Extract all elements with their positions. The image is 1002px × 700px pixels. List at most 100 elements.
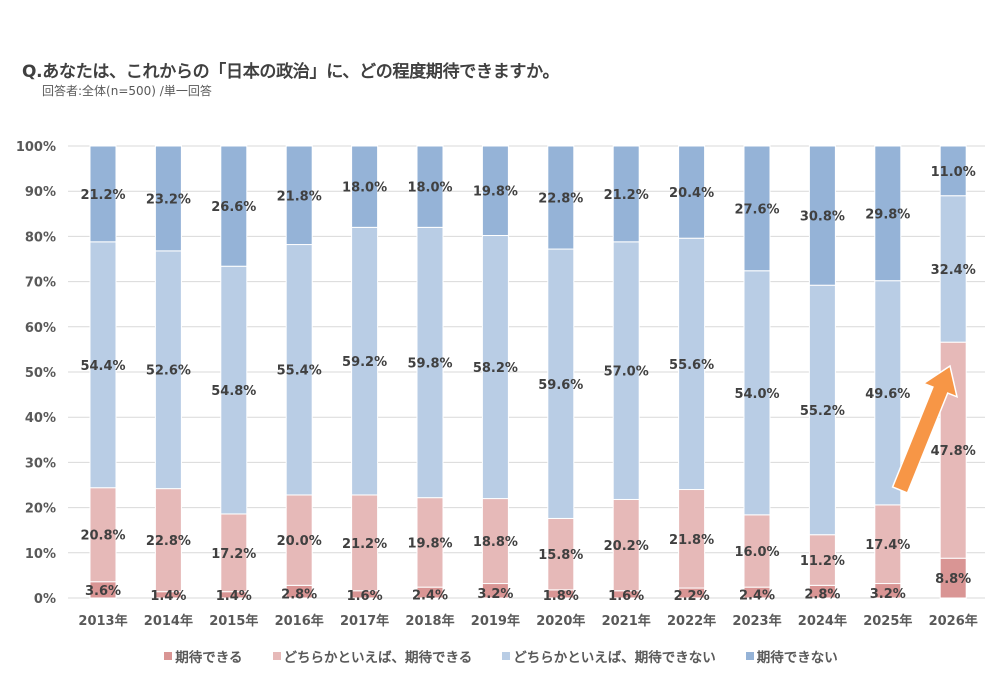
data-label: 19.8% <box>473 185 518 200</box>
bars <box>89 145 967 599</box>
chart-subtitle: 回答者:全体(n=500) /単一回答 <box>42 84 212 98</box>
bar-segment <box>547 248 575 519</box>
y-tick-label: 30% <box>25 456 56 471</box>
data-label: 30.8% <box>800 210 845 225</box>
data-label: 57.0% <box>604 365 649 380</box>
data-label: 1.8% <box>543 589 579 604</box>
data-label: 17.2% <box>211 547 256 562</box>
bar-segment <box>220 265 248 515</box>
y-tick-label: 20% <box>25 502 56 517</box>
bar-segment <box>547 145 575 250</box>
y-tick-label: 50% <box>25 366 56 381</box>
y-tick-label: 70% <box>25 276 56 291</box>
data-label: 54.0% <box>734 387 779 402</box>
data-label: 2.8% <box>804 588 840 603</box>
trend-arrow <box>891 364 959 494</box>
bar-segment <box>351 145 379 228</box>
data-label: 20.2% <box>604 539 649 554</box>
legend-swatch <box>272 652 281 660</box>
data-label: 21.8% <box>277 189 322 204</box>
x-tick-label: 2013年 <box>78 613 127 629</box>
legend-item: 期待できない <box>745 646 838 666</box>
x-axis-ticks: 2013年 2014年 2015年 2016年 2017年 2018年 2019年 2020年… <box>78 613 977 629</box>
y-tick-label: 80% <box>25 230 56 245</box>
data-label: 1.6% <box>608 589 644 604</box>
data-label: 27.6% <box>734 202 779 217</box>
y-tick-label: 60% <box>25 321 56 336</box>
data-label: 21.2% <box>342 537 387 552</box>
data-label: 20.4% <box>669 186 714 201</box>
x-tick-label: 2020年 <box>536 613 585 629</box>
bar-segment <box>743 514 771 588</box>
bar-segment <box>285 244 313 496</box>
bar-segment <box>874 280 902 506</box>
bar-segment <box>416 497 444 588</box>
bar-segment <box>874 145 902 282</box>
y-tick-label: 100% <box>16 140 56 155</box>
bar-segment <box>89 145 117 243</box>
x-tick-label: 2025年 <box>863 613 912 629</box>
bar-segment <box>416 145 444 228</box>
y-tick-label: 90% <box>25 185 56 200</box>
x-tick-label: 2022年 <box>667 613 716 629</box>
bar-segment <box>678 489 706 589</box>
y-tick-label: 10% <box>25 547 56 562</box>
x-tick-label: 2026年 <box>929 613 978 629</box>
data-label: 29.8% <box>865 207 910 222</box>
x-tick-label: 2017年 <box>340 613 389 629</box>
trend-arrow-shape <box>891 364 959 494</box>
data-label: 21.2% <box>80 188 125 203</box>
bar-segment <box>678 237 706 491</box>
bar-segment <box>220 145 248 267</box>
data-label: 52.6% <box>146 364 191 379</box>
legend-swatch <box>745 652 754 660</box>
y-tick-label: 40% <box>25 411 56 426</box>
data-label: 59.8% <box>407 357 452 372</box>
data-label: 11.0% <box>931 165 976 180</box>
data-label: 22.8% <box>146 534 191 549</box>
x-tick-label: 2015年 <box>209 613 258 629</box>
x-tick-label: 2021年 <box>602 613 651 629</box>
data-label: 21.8% <box>669 533 714 548</box>
data-label: 55.4% <box>277 364 322 379</box>
bar-segment <box>939 145 967 197</box>
data-label: 8.8% <box>935 572 971 587</box>
legend-item: どちらかといえば、期待できない <box>502 646 716 666</box>
x-tick-label: 2018年 <box>405 613 454 629</box>
data-label: 3.2% <box>870 587 906 602</box>
data-label: 23.2% <box>146 192 191 207</box>
stacked-bar-chart: 0% 10% 20% 30% 40% 50% 60% 70% 80% 90% 100% 3.6% 20… <box>16 140 985 629</box>
bar-segment <box>481 145 509 236</box>
data-label: 18.0% <box>407 181 452 196</box>
bar-segment <box>612 241 640 500</box>
data-label: 54.4% <box>80 359 125 374</box>
data-label: 26.6% <box>211 200 256 215</box>
data-label: 1.4% <box>150 589 186 604</box>
data-label: 55.2% <box>800 404 845 419</box>
bar-segment <box>89 241 117 489</box>
x-tick-label: 2016年 <box>275 613 324 629</box>
legend-label: どちらかといえば、期待できない <box>513 650 716 666</box>
data-label: 15.8% <box>538 548 583 563</box>
data-label: 58.2% <box>473 361 518 376</box>
data-label: 2.4% <box>739 589 775 604</box>
bar-segment <box>612 498 640 592</box>
y-tick-label: 0% <box>34 592 56 607</box>
data-label: 47.8% <box>931 444 976 459</box>
legend-label: 期待できない <box>756 650 838 666</box>
data-label: 1.6% <box>347 589 383 604</box>
bar-segment <box>481 234 509 500</box>
data-label: 2.8% <box>281 588 317 603</box>
data-label: 11.2% <box>800 554 845 569</box>
y-axis-ticks: 0% 10% 20% 30% 40% 50% 60% 70% 80% 90% 100% <box>16 140 56 607</box>
legend-label: 期待できる <box>175 650 243 666</box>
bar-segment <box>743 270 771 516</box>
legend-label: どちらかといえば、期待できる <box>283 650 473 666</box>
bar-segment <box>743 145 771 272</box>
x-tick-label: 2014年 <box>144 613 193 629</box>
data-label: 3.6% <box>85 584 121 599</box>
bar-segment <box>808 145 836 286</box>
x-tick-label: 2019年 <box>471 613 520 629</box>
data-label: 55.6% <box>669 358 714 373</box>
data-label: 17.4% <box>865 538 910 553</box>
